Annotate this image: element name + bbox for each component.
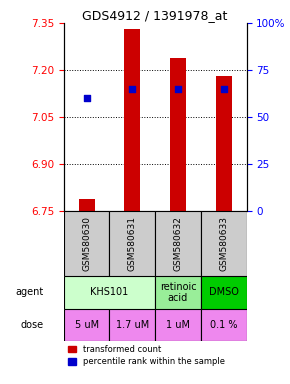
FancyBboxPatch shape — [64, 276, 155, 309]
FancyBboxPatch shape — [201, 212, 246, 276]
Text: dose: dose — [20, 320, 43, 330]
Text: 1 uM: 1 uM — [166, 320, 190, 330]
Text: DMSO: DMSO — [209, 287, 239, 298]
Text: agent: agent — [15, 287, 43, 298]
FancyBboxPatch shape — [201, 276, 246, 309]
Bar — [79, 199, 95, 212]
Text: retinoic
acid: retinoic acid — [160, 281, 196, 303]
Legend: transformed count, percentile rank within the sample: transformed count, percentile rank withi… — [68, 345, 225, 366]
FancyBboxPatch shape — [155, 212, 201, 276]
Text: 1.7 uM: 1.7 uM — [116, 320, 149, 330]
Bar — [170, 58, 186, 212]
Bar — [124, 29, 140, 212]
Text: 5 uM: 5 uM — [75, 320, 99, 330]
Point — [84, 95, 89, 101]
FancyBboxPatch shape — [110, 212, 155, 276]
Text: 0.1 %: 0.1 % — [210, 320, 238, 330]
Title: GDS4912 / 1391978_at: GDS4912 / 1391978_at — [82, 9, 228, 22]
Point — [130, 86, 135, 92]
FancyBboxPatch shape — [64, 309, 110, 341]
Text: GSM580631: GSM580631 — [128, 216, 137, 271]
FancyBboxPatch shape — [110, 309, 155, 341]
FancyBboxPatch shape — [201, 309, 246, 341]
Point — [176, 86, 180, 92]
Text: GSM580630: GSM580630 — [82, 216, 91, 271]
Text: GSM580632: GSM580632 — [173, 217, 182, 271]
Text: KHS101: KHS101 — [90, 287, 128, 298]
Text: GSM580633: GSM580633 — [219, 216, 228, 271]
FancyBboxPatch shape — [155, 276, 201, 309]
Bar — [216, 76, 232, 212]
FancyBboxPatch shape — [155, 309, 201, 341]
Point — [221, 86, 226, 92]
FancyBboxPatch shape — [64, 212, 110, 276]
